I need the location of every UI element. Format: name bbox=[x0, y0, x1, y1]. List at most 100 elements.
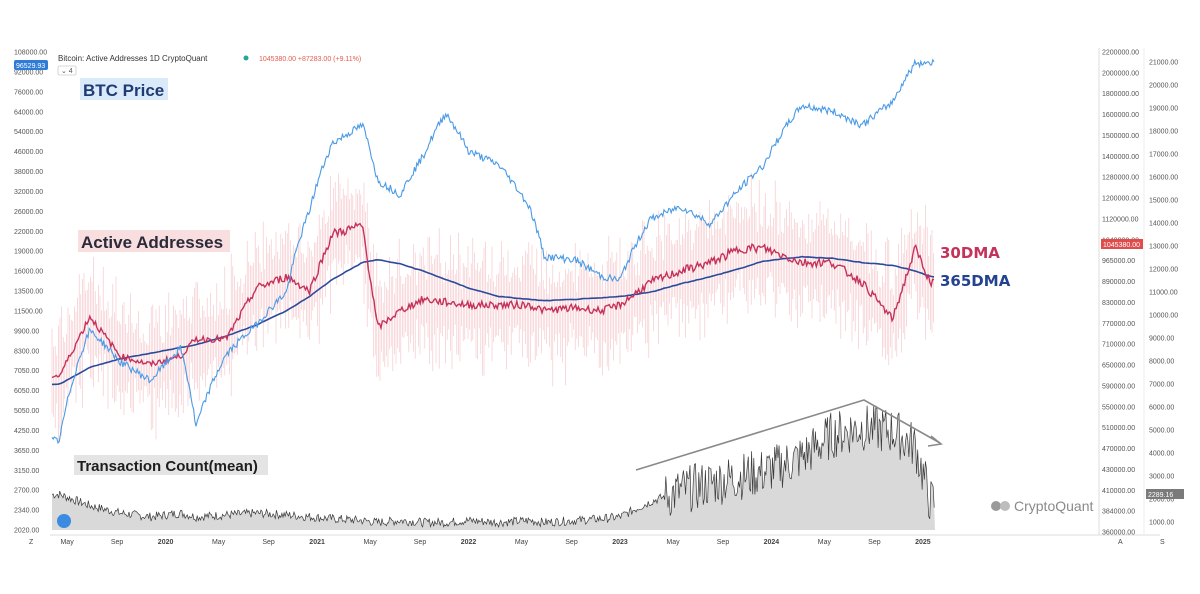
right-axis-tick-label: 550000.00 bbox=[1102, 404, 1135, 411]
far-right-axis-tick-label: 19000.00 bbox=[1149, 106, 1178, 113]
left-axis-tick-label: 4250.00 bbox=[14, 428, 39, 435]
right-axis-tick-label: 710000.00 bbox=[1102, 342, 1135, 349]
far-right-axis-tick-label: 13000.00 bbox=[1149, 244, 1178, 251]
left-axis-tick-label: 19000.00 bbox=[14, 249, 43, 256]
right-axis-tick-label: 1120000.00 bbox=[1102, 217, 1139, 224]
far-right-axis-tick-label: 18000.00 bbox=[1149, 129, 1178, 136]
right-axis-tick-label: 1200000.00 bbox=[1102, 196, 1139, 203]
right-axis-tick-label: 2200000.00 bbox=[1102, 50, 1139, 57]
far-right-axis-tick-label: 11000.00 bbox=[1149, 290, 1178, 297]
current-price-badge bbox=[14, 60, 48, 70]
far-right-axis-tick-label: 15000.00 bbox=[1149, 198, 1178, 205]
far-right-axis-tick-label: 16000.00 bbox=[1149, 175, 1178, 182]
right-axis-tick-label: 1600000.00 bbox=[1102, 112, 1139, 119]
transaction-count-line bbox=[51, 405, 935, 529]
x-axis-tick-label: Sep bbox=[717, 539, 730, 546]
x-axis-tick-label: Sep bbox=[414, 539, 427, 546]
timezone-toggle[interactable]: Z bbox=[29, 539, 34, 546]
transaction-count-label: Transaction Count(mean) bbox=[77, 458, 258, 475]
label-365dma: 365DMA bbox=[940, 272, 1011, 290]
right-axis-tick-label: 510000.00 bbox=[1102, 425, 1135, 432]
far-right-axis-tick-label: 1000.00 bbox=[1149, 520, 1174, 527]
x-axis-tick-label: 2024 bbox=[764, 539, 780, 546]
far-right-axis-tick-label: 20000.00 bbox=[1149, 83, 1178, 90]
active-addresses-daily-series bbox=[51, 172, 934, 442]
right-axis-tick-label: 1280000.00 bbox=[1102, 175, 1139, 182]
transaction-count-area bbox=[52, 405, 935, 530]
btc-price-label: BTC Price bbox=[83, 81, 164, 100]
right-axis-tick-label: 470000.00 bbox=[1102, 446, 1135, 453]
transaction-count-label-bg bbox=[74, 455, 268, 475]
x-axis-tick-label: Sep bbox=[262, 539, 275, 546]
left-axis-tick-label: 6050.00 bbox=[14, 388, 39, 395]
left-axis-tick-label: 2020.00 bbox=[14, 528, 39, 535]
left-axis-tick-label: 76000.00 bbox=[14, 89, 43, 96]
far-right-axis-tick-label: 3000.00 bbox=[1149, 474, 1174, 481]
left-axis-tick-label: 64000.00 bbox=[14, 109, 43, 116]
trend-arrow-head bbox=[927, 435, 943, 447]
left-axis-tick-label: 38000.00 bbox=[14, 169, 43, 176]
live-status-dot bbox=[243, 55, 249, 61]
right-axis-tick-label: 830000.00 bbox=[1102, 300, 1135, 307]
indicator-count: ⌄ 4 bbox=[61, 68, 73, 75]
transaction-count-value-badge-text: 2289.16 bbox=[1148, 492, 1173, 499]
x-axis-ticks: May Sep 2020 May Sep 2021 May Sep 2022 May Sep 2023… bbox=[60, 539, 930, 546]
x-axis-tick-label: May bbox=[60, 539, 74, 546]
left-axis-tick-label: 22000.00 bbox=[14, 229, 43, 236]
line-30dma bbox=[51, 221, 935, 379]
auto-scale-toggle[interactable]: A bbox=[1118, 539, 1123, 546]
settings-gear-icon[interactable] bbox=[57, 514, 71, 528]
right-axis-tick-label: 430000.00 bbox=[1102, 467, 1135, 474]
x-axis-tick-label: Sep bbox=[565, 539, 578, 546]
right-axis-tick-label: 2000000.00 bbox=[1102, 70, 1139, 77]
trend-annotation bbox=[635, 399, 943, 471]
far-right-axis-tick-label: 7000.00 bbox=[1149, 382, 1174, 389]
x-axis-tick-label: 2023 bbox=[612, 539, 628, 546]
left-axis-tick-label: 2340.00 bbox=[14, 508, 39, 515]
left-axis-tick-label: 26000.00 bbox=[14, 209, 43, 216]
left-axis-tick-label: 32000.00 bbox=[14, 189, 43, 196]
log-scale-toggle[interactable]: S bbox=[1160, 539, 1165, 546]
transaction-count-value-badge bbox=[1146, 489, 1184, 499]
right-axis-tick-label: 770000.00 bbox=[1102, 321, 1135, 328]
far-right-axis-tick-label: 5000.00 bbox=[1149, 428, 1174, 435]
trend-arrow-line bbox=[635, 399, 941, 471]
far-right-axis-ticks: 21000.00 20000.00 19000.00 18000.00 17000.00… bbox=[1149, 60, 1178, 527]
chart-title: Bitcoin: Active Addresses 1D CryptoQuant bbox=[58, 54, 208, 63]
far-right-axis-tick-label: 2000.00 bbox=[1149, 497, 1174, 504]
btc-price-label-bg bbox=[80, 78, 168, 100]
right-axis-ticks: 2200000.00 2000000.00 1800000.00 1600000.00… bbox=[1102, 50, 1139, 537]
left-axis-tick-label: 92000.00 bbox=[14, 69, 43, 76]
x-axis-tick-label: May bbox=[363, 539, 377, 546]
btc-price-series bbox=[51, 58, 935, 444]
right-axis-tick-label: 650000.00 bbox=[1102, 363, 1135, 370]
right-axis-tick-label: 410000.00 bbox=[1102, 488, 1135, 495]
far-right-axis-tick-label: 17000.00 bbox=[1149, 152, 1178, 159]
price-change-readout: 1045380.00 +87283.00 (+9.11%) bbox=[259, 56, 361, 63]
far-right-axis-tick-label: 4000.00 bbox=[1149, 451, 1174, 458]
active-addresses-label-bg bbox=[78, 230, 230, 252]
right-axis-tick-label: 384000.00 bbox=[1102, 509, 1135, 516]
far-right-axis-tick-label: 10000.00 bbox=[1149, 313, 1178, 320]
cryptoquant-logo: CryptoQuant bbox=[991, 498, 1093, 514]
x-axis-tick-label: May bbox=[818, 539, 832, 546]
right-axis-tick-label: 1500000.00 bbox=[1102, 133, 1139, 140]
left-axis-tick-label: 8300.00 bbox=[14, 348, 39, 355]
left-axis-ticks: 108000.00 92000.00 76000.00 64000.00 54000.0… bbox=[14, 50, 47, 535]
far-right-axis-tick-label: 14000.00 bbox=[1149, 221, 1178, 228]
far-right-axis-tick-label: 12000.00 bbox=[1149, 267, 1178, 274]
x-axis-tick-label: 2025 bbox=[915, 539, 931, 546]
indicator-collapse-button[interactable] bbox=[57, 65, 77, 76]
line-btc-price bbox=[51, 58, 935, 444]
left-axis-tick-label: 54000.00 bbox=[14, 129, 43, 136]
x-axis-tick-label: 2022 bbox=[461, 539, 477, 546]
left-axis-tick-label: 2700.00 bbox=[14, 488, 39, 495]
active-addresses-value-badge bbox=[1101, 239, 1143, 249]
x-axis-tick-label: May bbox=[666, 539, 680, 546]
far-right-axis-tick-label: 9000.00 bbox=[1149, 336, 1174, 343]
left-axis-tick-label: 46000.00 bbox=[14, 149, 43, 156]
active-addresses-label: Active Addresses bbox=[81, 233, 223, 252]
left-axis-tick-label: 3650.00 bbox=[14, 448, 39, 455]
